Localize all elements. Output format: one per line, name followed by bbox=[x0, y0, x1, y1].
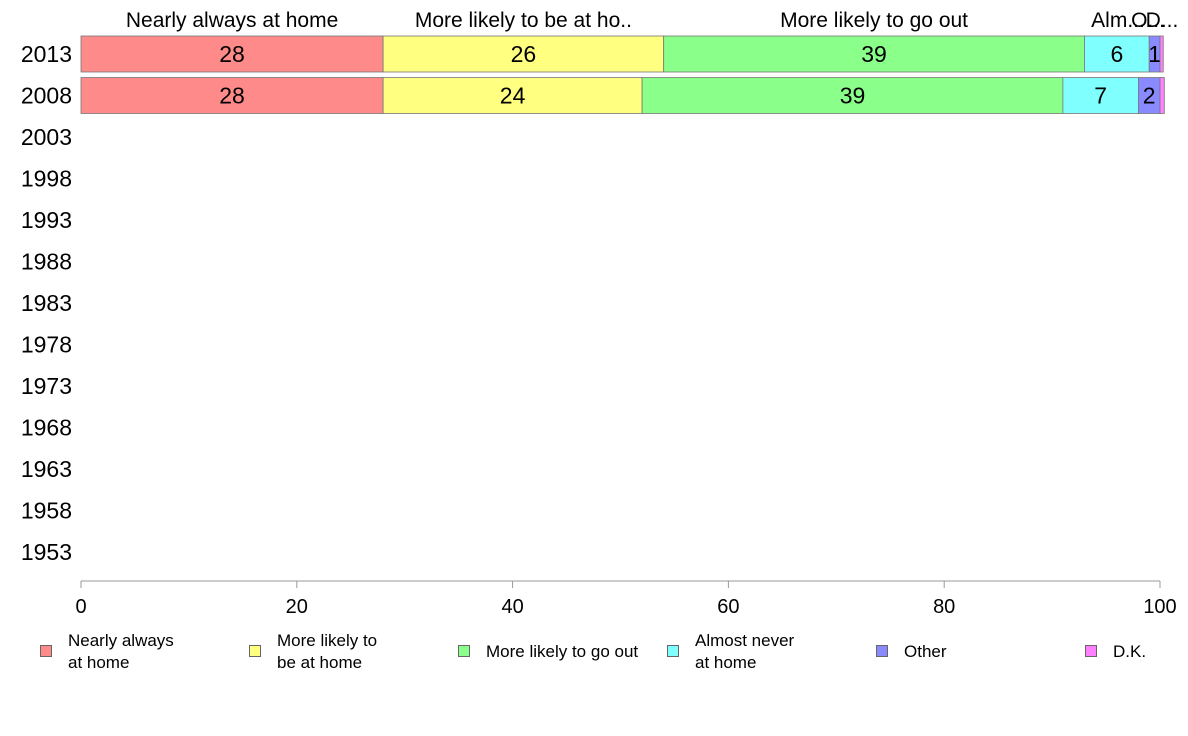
bar-segment bbox=[663, 35, 1085, 73]
data-label: 24 bbox=[500, 83, 526, 109]
stacked-bar-chart: Nearly always at home More likely to be a… bbox=[21, 9, 1179, 618]
bar-segment bbox=[641, 77, 1064, 114]
bar-segment bbox=[1159, 77, 1165, 114]
y-tick-label: 1993 bbox=[21, 207, 72, 233]
data-label: 1 bbox=[1148, 41, 1161, 67]
bar-segment bbox=[382, 77, 643, 114]
y-axis-labels: 2013 2008 2003 1998 1993 1988 1983 1978 1973 1968… bbox=[21, 41, 72, 565]
legend-label: Nearly always at home bbox=[68, 631, 174, 672]
segment-header: Nearly always at home bbox=[126, 9, 338, 32]
y-tick-label: 1973 bbox=[21, 373, 72, 399]
data-label: 2 bbox=[1143, 83, 1156, 109]
legend-label: More likely to go out bbox=[486, 642, 639, 661]
segment-header: O... bbox=[1131, 9, 1165, 32]
bar-segment bbox=[80, 35, 384, 73]
segment-header: Alm... bbox=[1091, 9, 1145, 32]
legend-item-more-likely-at-home: More likely to be at home bbox=[249, 630, 377, 674]
legend-label: More likely to be at home bbox=[277, 631, 378, 672]
legend-swatch bbox=[1085, 645, 1097, 657]
y-tick-label: 2008 bbox=[21, 83, 72, 109]
bar-segment bbox=[1159, 35, 1164, 73]
legend-item-more-likely-go-out: More likely to go out bbox=[458, 630, 638, 663]
y-tick-label: 2013 bbox=[21, 41, 72, 67]
legend: Nearly always at home More likely to be … bbox=[0, 630, 1188, 680]
data-label: 28 bbox=[219, 83, 245, 109]
y-tick-label: 1958 bbox=[21, 498, 72, 524]
legend-swatch bbox=[667, 645, 679, 657]
legend-item-almost-never-at-home: Almost never at home bbox=[667, 630, 794, 674]
data-label: 6 bbox=[1110, 41, 1123, 67]
segment-header: More likely to go out bbox=[780, 9, 968, 32]
y-tick-label: 1978 bbox=[21, 332, 72, 358]
legend-swatch bbox=[876, 645, 888, 657]
legend-label: Almost never at home bbox=[695, 631, 795, 672]
x-tick-label: 20 bbox=[286, 596, 308, 618]
x-tick-label: 0 bbox=[75, 596, 86, 618]
legend-label: D.K. bbox=[1113, 642, 1147, 661]
x-tick-label: 40 bbox=[501, 596, 523, 618]
bar-segment bbox=[80, 77, 384, 114]
y-tick-label: 1968 bbox=[21, 415, 72, 441]
data-label: 28 bbox=[219, 41, 245, 67]
bars: 28 26 39 6 1 28 24 39 7 2 bbox=[80, 35, 1165, 114]
segment-headers: Nearly always at home More likely to be a… bbox=[126, 9, 1178, 32]
x-tick-label: 80 bbox=[933, 596, 955, 618]
y-tick-label: 1983 bbox=[21, 290, 72, 316]
y-tick-label: 1998 bbox=[21, 166, 72, 192]
y-tick-label: 2003 bbox=[21, 124, 72, 150]
data-label: 7 bbox=[1094, 83, 1107, 109]
y-tick-label: 1963 bbox=[21, 456, 72, 482]
legend-label: Other bbox=[904, 642, 947, 661]
legend-item-nearly-always-at-home: Nearly always at home bbox=[40, 630, 174, 674]
legend-swatch bbox=[249, 645, 261, 657]
data-label: 39 bbox=[861, 41, 887, 67]
segment-header: D... bbox=[1146, 9, 1179, 32]
x-tick-label: 100 bbox=[1143, 596, 1176, 618]
legend-swatch bbox=[40, 645, 52, 657]
bar-segment bbox=[1084, 35, 1150, 73]
x-axis: 0 20 40 60 80 100 bbox=[75, 580, 1177, 618]
legend-swatch bbox=[458, 645, 470, 657]
legend-item-other: Other bbox=[876, 630, 947, 663]
y-tick-label: 1988 bbox=[21, 249, 72, 275]
x-tick-label: 60 bbox=[717, 596, 739, 618]
legend-item-dk: D.K. bbox=[1085, 630, 1146, 663]
data-label: 26 bbox=[511, 41, 537, 67]
data-label: 39 bbox=[840, 83, 866, 109]
y-tick-label: 1953 bbox=[21, 539, 72, 565]
segment-header: More likely to be at ho.. bbox=[415, 9, 632, 32]
